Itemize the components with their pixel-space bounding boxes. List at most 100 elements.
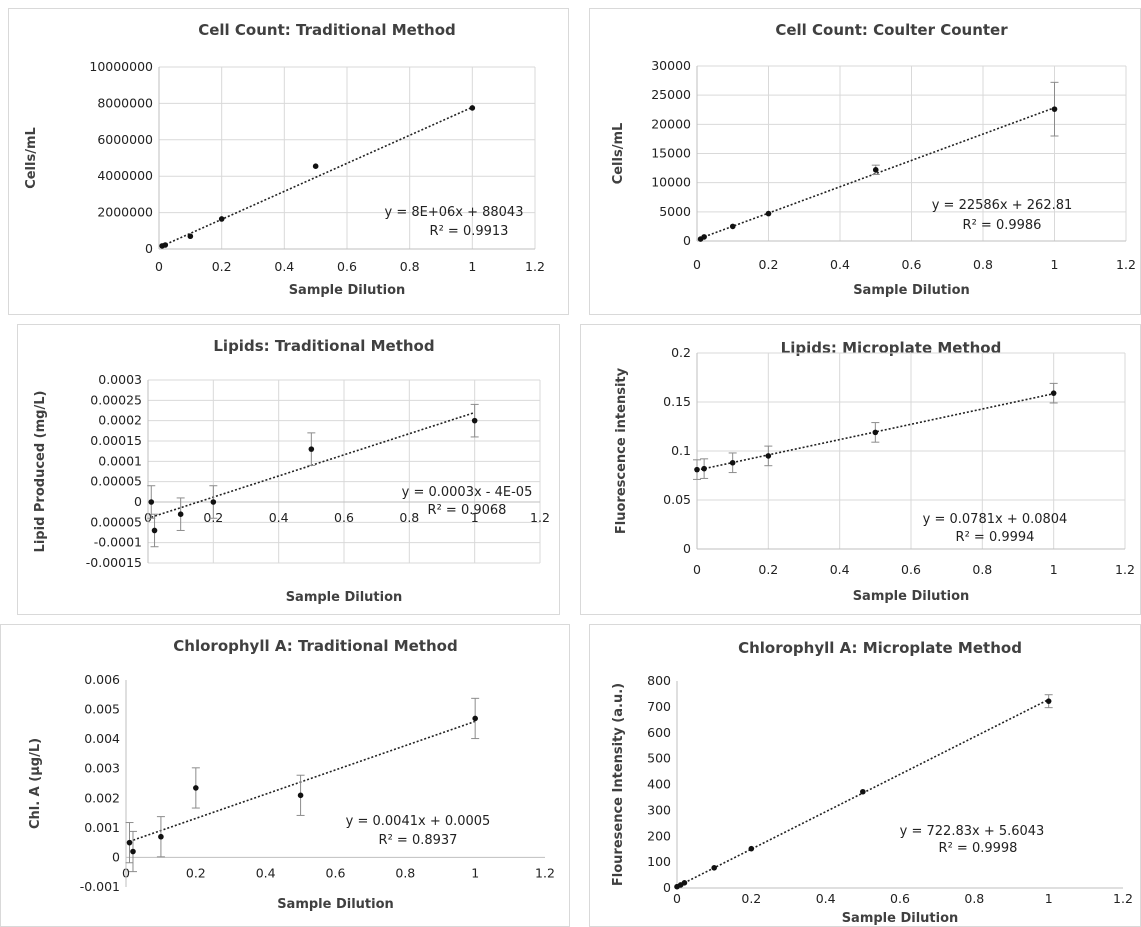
- x-axis-title: Sample Dilution: [286, 590, 403, 605]
- chart-title: Cell Count: Coulter Counter: [775, 21, 1008, 39]
- y-tick-label: 100: [647, 854, 671, 869]
- data-point: [694, 466, 700, 473]
- x-tick-label: 1: [1045, 891, 1053, 906]
- x-tick-label: 0.4: [830, 562, 850, 577]
- x-tick-label: 1.2: [1113, 891, 1133, 906]
- x-tick-label: 0.4: [816, 891, 836, 906]
- y-tick-label: 0.002: [84, 790, 120, 805]
- x-tick-label: 0.4: [269, 510, 289, 525]
- data-point: [472, 715, 478, 722]
- data-point: [711, 865, 717, 871]
- x-axis-title: Sample Dilution: [853, 283, 970, 298]
- y-axis-title: Cells/mL: [611, 123, 626, 185]
- x-tick-label: 0.6: [902, 257, 922, 272]
- y-tick-label: 20000: [651, 116, 691, 131]
- x-tick-label: 1: [471, 865, 479, 880]
- data-point: [701, 234, 707, 240]
- y-tick-label: 400: [647, 777, 671, 792]
- y-tick-label: 0.00015: [90, 433, 142, 448]
- chart-svg: Cell Count: Traditional Method 0 2000000 40…: [24, 21, 545, 298]
- data-point: [158, 833, 164, 840]
- y-tick-label: 0: [134, 494, 142, 509]
- data-point: [872, 167, 879, 173]
- y-tick-label: 0: [112, 849, 120, 864]
- chart-cell-count-traditional: Cell Count: Traditional Method 0 2000000 40…: [8, 8, 569, 315]
- y-tick-label: 800: [647, 673, 671, 688]
- data-point: [297, 792, 304, 799]
- data-point: [193, 785, 199, 791]
- y-tick-label: 10000: [651, 175, 691, 190]
- y-axis-title: Flouresence Intensity (a.u.): [611, 683, 626, 886]
- y-tick-label: 15000: [651, 146, 691, 161]
- x-tick-label: 0.6: [334, 510, 354, 525]
- x-tick-label: 0.8: [395, 865, 415, 880]
- y-tick-label: 0: [663, 880, 671, 895]
- chart-chlorophyll-traditional: Chlorophyll A: Traditional Method -0.001 0…: [0, 624, 570, 927]
- data-point: [1051, 106, 1058, 112]
- y-tick-label: 0.0001: [98, 453, 142, 468]
- data-point: [701, 465, 707, 472]
- trendline-equation: y = 0.0041x + 0.0005: [346, 814, 491, 829]
- chart-svg: Chlorophyll A: Microplate Method 0 100 200 3…: [611, 639, 1133, 926]
- x-tick-label: 1.2: [535, 865, 555, 880]
- x-tick-label: 0.2: [186, 865, 206, 880]
- data-point: [312, 163, 319, 169]
- y-tick-label: 500: [647, 751, 671, 766]
- x-axis-title: Sample Dilution: [853, 589, 970, 604]
- y-tick-label: 0.006: [84, 672, 120, 687]
- trendline-equation: y = 722.83x + 5.6043: [900, 824, 1045, 839]
- y-tick-label: 0: [683, 233, 691, 248]
- y-tick-label: -0.001: [80, 879, 120, 894]
- trendline: [696, 392, 1054, 471]
- x-tick-label: 0.6: [326, 865, 346, 880]
- y-tick-label: 0.15: [663, 394, 691, 409]
- x-tick-label: 0.2: [759, 257, 779, 272]
- y-tick-label: 0.005: [84, 702, 120, 717]
- y-tick-label: 0: [145, 241, 153, 256]
- chart-svg: Lipids: Traditional Method -0.00015 -0.000…: [33, 337, 550, 605]
- y-axis-title: Cells/mL: [24, 127, 39, 189]
- x-tick-label: 0.2: [212, 259, 232, 274]
- x-tick-label: 0.8: [972, 562, 992, 577]
- data-point: [126, 839, 133, 846]
- y-axis-title: Lipid Produced (mg/L): [33, 391, 48, 553]
- y-tick-label: 25000: [651, 87, 691, 102]
- x-tick-label: 0.2: [741, 891, 761, 906]
- chart-chlorophyll-microplate: Chlorophyll A: Microplate Method 0 100 200 3…: [589, 624, 1141, 927]
- x-tick-label: 0: [673, 891, 681, 906]
- x-tick-label: 0.2: [758, 562, 778, 577]
- x-tick-label: 0.8: [399, 510, 419, 525]
- y-tick-label: 200: [647, 828, 671, 843]
- y-tick-label: 5000: [659, 204, 691, 219]
- data-point: [148, 499, 155, 505]
- trendline-equation: y = 0.0003x - 4E-05: [402, 485, 533, 500]
- trendline: [129, 720, 476, 843]
- data-point: [1045, 698, 1052, 704]
- data-point: [471, 417, 478, 424]
- y-tick-label: 4000000: [97, 168, 153, 183]
- data-point: [469, 105, 476, 111]
- chart-title: Chlorophyll A: Microplate Method: [738, 639, 1022, 657]
- r-squared-label: R² = 0.9994: [956, 530, 1035, 545]
- trendline: [161, 106, 473, 247]
- y-tick-label: 300: [647, 802, 671, 817]
- data-point: [748, 845, 755, 852]
- y-tick-label: 600: [647, 725, 671, 740]
- data-point: [308, 446, 315, 452]
- x-tick-label: 0.4: [256, 865, 276, 880]
- data-point: [1050, 390, 1057, 396]
- y-tick-label: 8000000: [97, 95, 153, 110]
- chart-lipids-microplate: Lipids: Microplate Method 0 0.05 0.1 0.15 0.2…: [580, 324, 1141, 615]
- y-axis-title: Chl. A (µg/L): [28, 738, 43, 829]
- y-tick-label: 2000000: [97, 205, 153, 220]
- chart-title: Lipids: Traditional Method: [213, 337, 434, 355]
- y-tick-label: -0.0001: [94, 535, 142, 550]
- chart-title: Chlorophyll A: Traditional Method: [173, 637, 457, 655]
- x-tick-label: 1: [471, 510, 479, 525]
- x-tick-label: 1: [1050, 562, 1058, 577]
- x-tick-label: 0: [155, 259, 163, 274]
- data-point: [765, 453, 772, 459]
- x-tick-label: 0: [693, 562, 701, 577]
- x-tick-label: 1.2: [525, 259, 545, 274]
- x-tick-label: 0.6: [901, 562, 921, 577]
